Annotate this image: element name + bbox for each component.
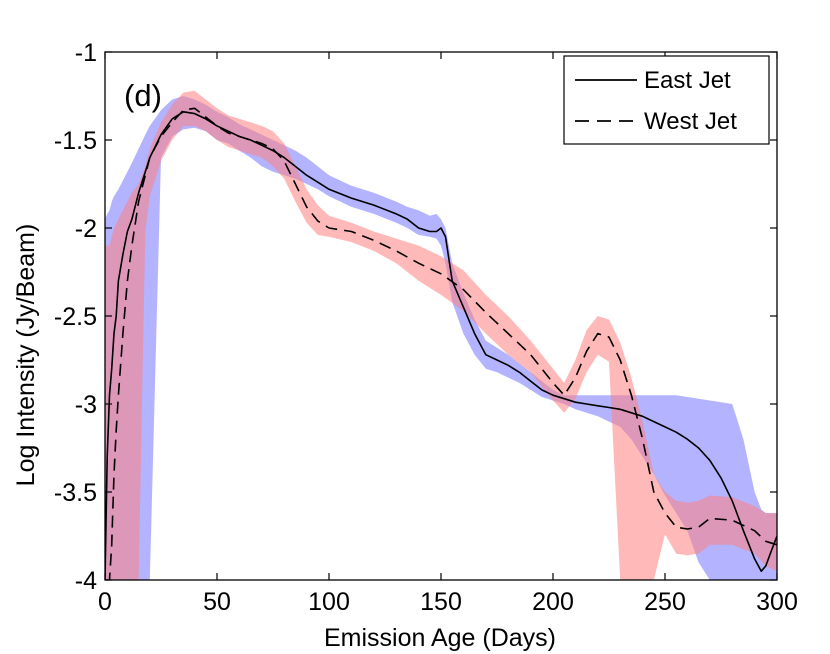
x-axis-title: Emission Age (Days) [324, 624, 556, 652]
y-tick-label: -1.5 [54, 127, 97, 155]
y-tick-label: -2 [75, 215, 97, 243]
panel-label: (d) [124, 78, 162, 113]
y-tick-label: -3 [75, 391, 97, 419]
uncertainty-band-west-jet [105, 90, 777, 580]
y-tick-label: -4 [75, 567, 97, 595]
legend-label-west-jet: West Jet [644, 108, 737, 135]
legend: East Jet West Jet [563, 55, 770, 145]
x-tick-label: 250 [644, 588, 686, 616]
series-line-west-jet [105, 107, 777, 580]
y-tick-label: -1 [75, 39, 97, 67]
x-tick-label: 50 [203, 588, 231, 616]
x-tick-label: 200 [532, 588, 574, 616]
plot-area [105, 90, 777, 580]
y-tick-label: -2.5 [54, 303, 97, 331]
legend-box [563, 55, 770, 145]
y-axis-title: Log Intensity (Jy/Beam) [12, 224, 40, 487]
axes: 0 50 100 150 200 250 300 -4 -3.5 -3 -2.5 -2 -1.5 -1 [54, 39, 798, 616]
x-tick-label: 100 [308, 588, 350, 616]
y-tick-label: -3.5 [54, 479, 97, 507]
x-tick-label: 0 [98, 588, 112, 616]
x-tick-label: 300 [756, 588, 798, 616]
legend-label-east-jet: East Jet [644, 67, 731, 94]
x-tick-label: 150 [420, 588, 462, 616]
